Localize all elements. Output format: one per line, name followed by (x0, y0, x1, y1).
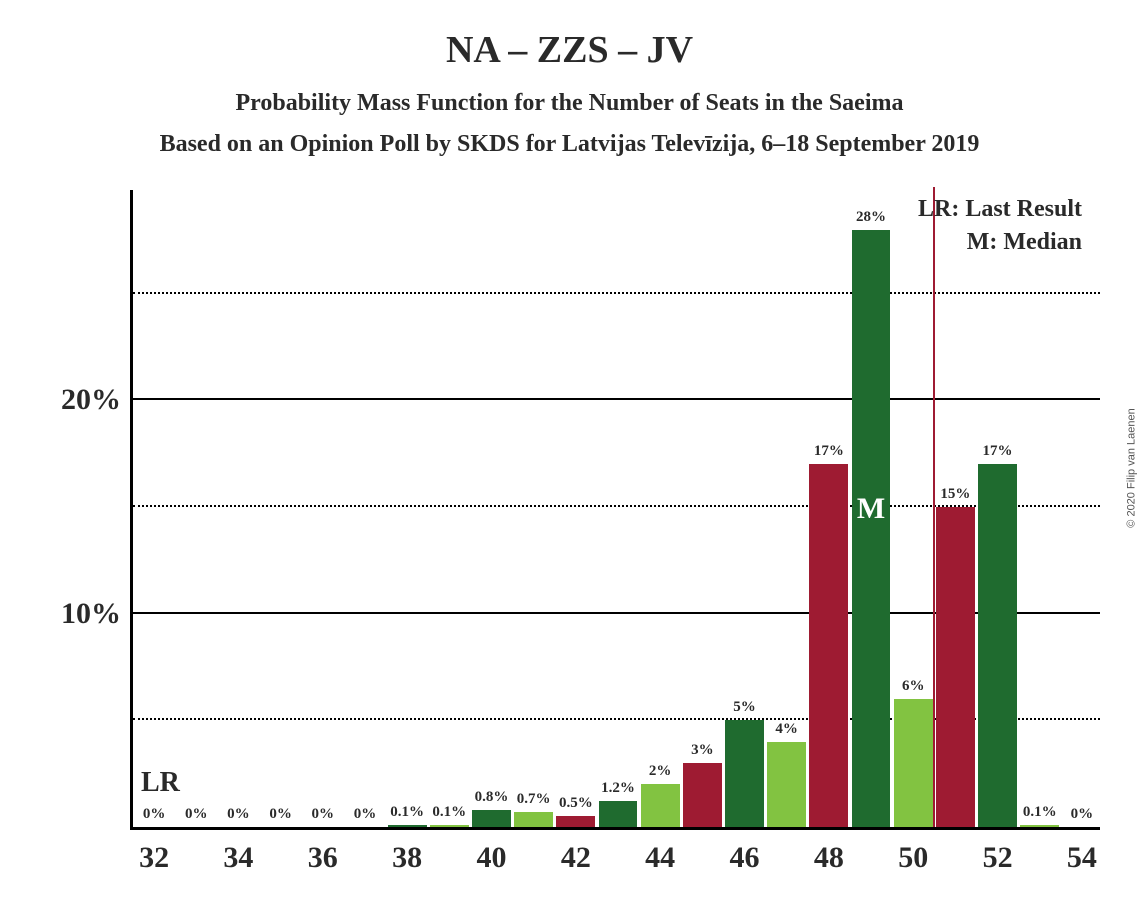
bar-value-label: 0% (1071, 806, 1094, 827)
bar: 0.1% (1020, 825, 1059, 827)
bar: 2% (641, 784, 680, 827)
bar-value-label: 4% (775, 721, 798, 742)
x-tick-label: 44 (645, 827, 675, 875)
bar-value-label: 0.8% (475, 789, 509, 810)
x-tick-label: 34 (223, 827, 253, 875)
bar-value-label: 0% (227, 806, 250, 827)
bar-value-label: 0% (312, 806, 335, 827)
plot-area: 10%20%3234363840424446485052540%0%0%0%0%… (130, 190, 1100, 830)
x-tick-label: 54 (1067, 827, 1097, 875)
bar-value-label: 6% (902, 678, 925, 699)
bar: 3% (683, 763, 722, 827)
bar-value-label: 3% (691, 742, 714, 763)
gridline-major (133, 398, 1100, 400)
bar-value-label: 0% (354, 806, 377, 827)
chart-subtitle-2: Based on an Opinion Poll by SKDS for Lat… (0, 131, 1139, 158)
bar: 15% (936, 507, 975, 827)
x-tick-label: 48 (814, 827, 844, 875)
majority-line (933, 187, 935, 827)
bar-value-label: 17% (983, 443, 1013, 464)
bar: 1.2% (599, 801, 638, 827)
x-tick-label: 42 (561, 827, 591, 875)
bar-value-label: 0.1% (432, 804, 466, 825)
x-tick-label: 38 (392, 827, 422, 875)
last-result-marker: LR (141, 767, 180, 799)
bar-value-label: 0.7% (517, 791, 551, 812)
legend-line: M: Median (918, 229, 1082, 256)
bar-value-label: 28% (856, 209, 886, 230)
bar-value-label: 1.2% (601, 780, 635, 801)
x-tick-label: 46 (730, 827, 760, 875)
bar: 0.1% (388, 825, 427, 827)
bar-value-label: 15% (940, 486, 970, 507)
bar: 6% (894, 699, 933, 827)
median-marker: M (857, 492, 885, 526)
bar-value-label: 2% (649, 763, 672, 784)
bar: 17% (809, 464, 848, 827)
bar-value-label: 0% (185, 806, 208, 827)
legend: LR: Last Result M: Median (918, 196, 1082, 262)
gridline-minor (133, 292, 1100, 294)
chart-container: NA – ZZS – JV Probability Mass Function … (0, 0, 1139, 924)
legend-line: LR: Last Result (918, 196, 1082, 223)
bar: 28% (852, 230, 891, 827)
bar-value-label: 17% (814, 443, 844, 464)
bar: 0.5% (556, 816, 595, 827)
bar: 17% (978, 464, 1017, 827)
bar-value-label: 0% (269, 806, 292, 827)
bar: 0.8% (472, 810, 511, 827)
y-tick-label: 10% (61, 597, 133, 631)
bar: 4% (767, 742, 806, 827)
copyright-text: © 2020 Filip van Laenen (1125, 408, 1137, 527)
x-tick-label: 32 (139, 827, 169, 875)
x-tick-label: 40 (476, 827, 506, 875)
bar: 0.7% (514, 812, 553, 827)
x-tick-label: 52 (983, 827, 1013, 875)
x-tick-label: 36 (308, 827, 338, 875)
chart-title: NA – ZZS – JV (0, 0, 1139, 72)
y-tick-label: 20% (61, 383, 133, 417)
bar: 5% (725, 720, 764, 827)
bar-value-label: 0% (143, 806, 166, 827)
bar: 0.1% (430, 825, 469, 827)
bar-value-label: 0.1% (1023, 804, 1057, 825)
chart-subtitle-1: Probability Mass Function for the Number… (0, 90, 1139, 117)
bar-value-label: 5% (733, 699, 756, 720)
bar-value-label: 0.1% (390, 804, 424, 825)
x-tick-label: 50 (898, 827, 928, 875)
bar-value-label: 0.5% (559, 795, 593, 816)
